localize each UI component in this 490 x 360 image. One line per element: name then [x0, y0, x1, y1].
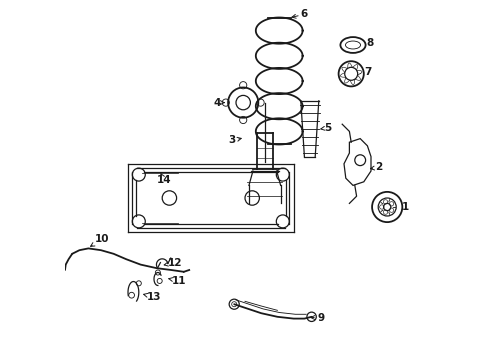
- Text: 7: 7: [365, 67, 372, 77]
- Text: 12: 12: [164, 258, 182, 268]
- Text: 5: 5: [321, 123, 331, 133]
- Text: 10: 10: [91, 234, 109, 246]
- Text: 6: 6: [292, 9, 308, 19]
- Text: 3: 3: [229, 135, 241, 145]
- Text: 14: 14: [157, 174, 172, 185]
- Text: 4: 4: [213, 98, 224, 108]
- Text: 11: 11: [169, 276, 186, 286]
- Text: 13: 13: [144, 292, 162, 302]
- Text: 8: 8: [366, 38, 373, 48]
- Text: 1: 1: [402, 202, 409, 212]
- Text: 2: 2: [370, 162, 383, 172]
- Text: 9: 9: [311, 312, 324, 323]
